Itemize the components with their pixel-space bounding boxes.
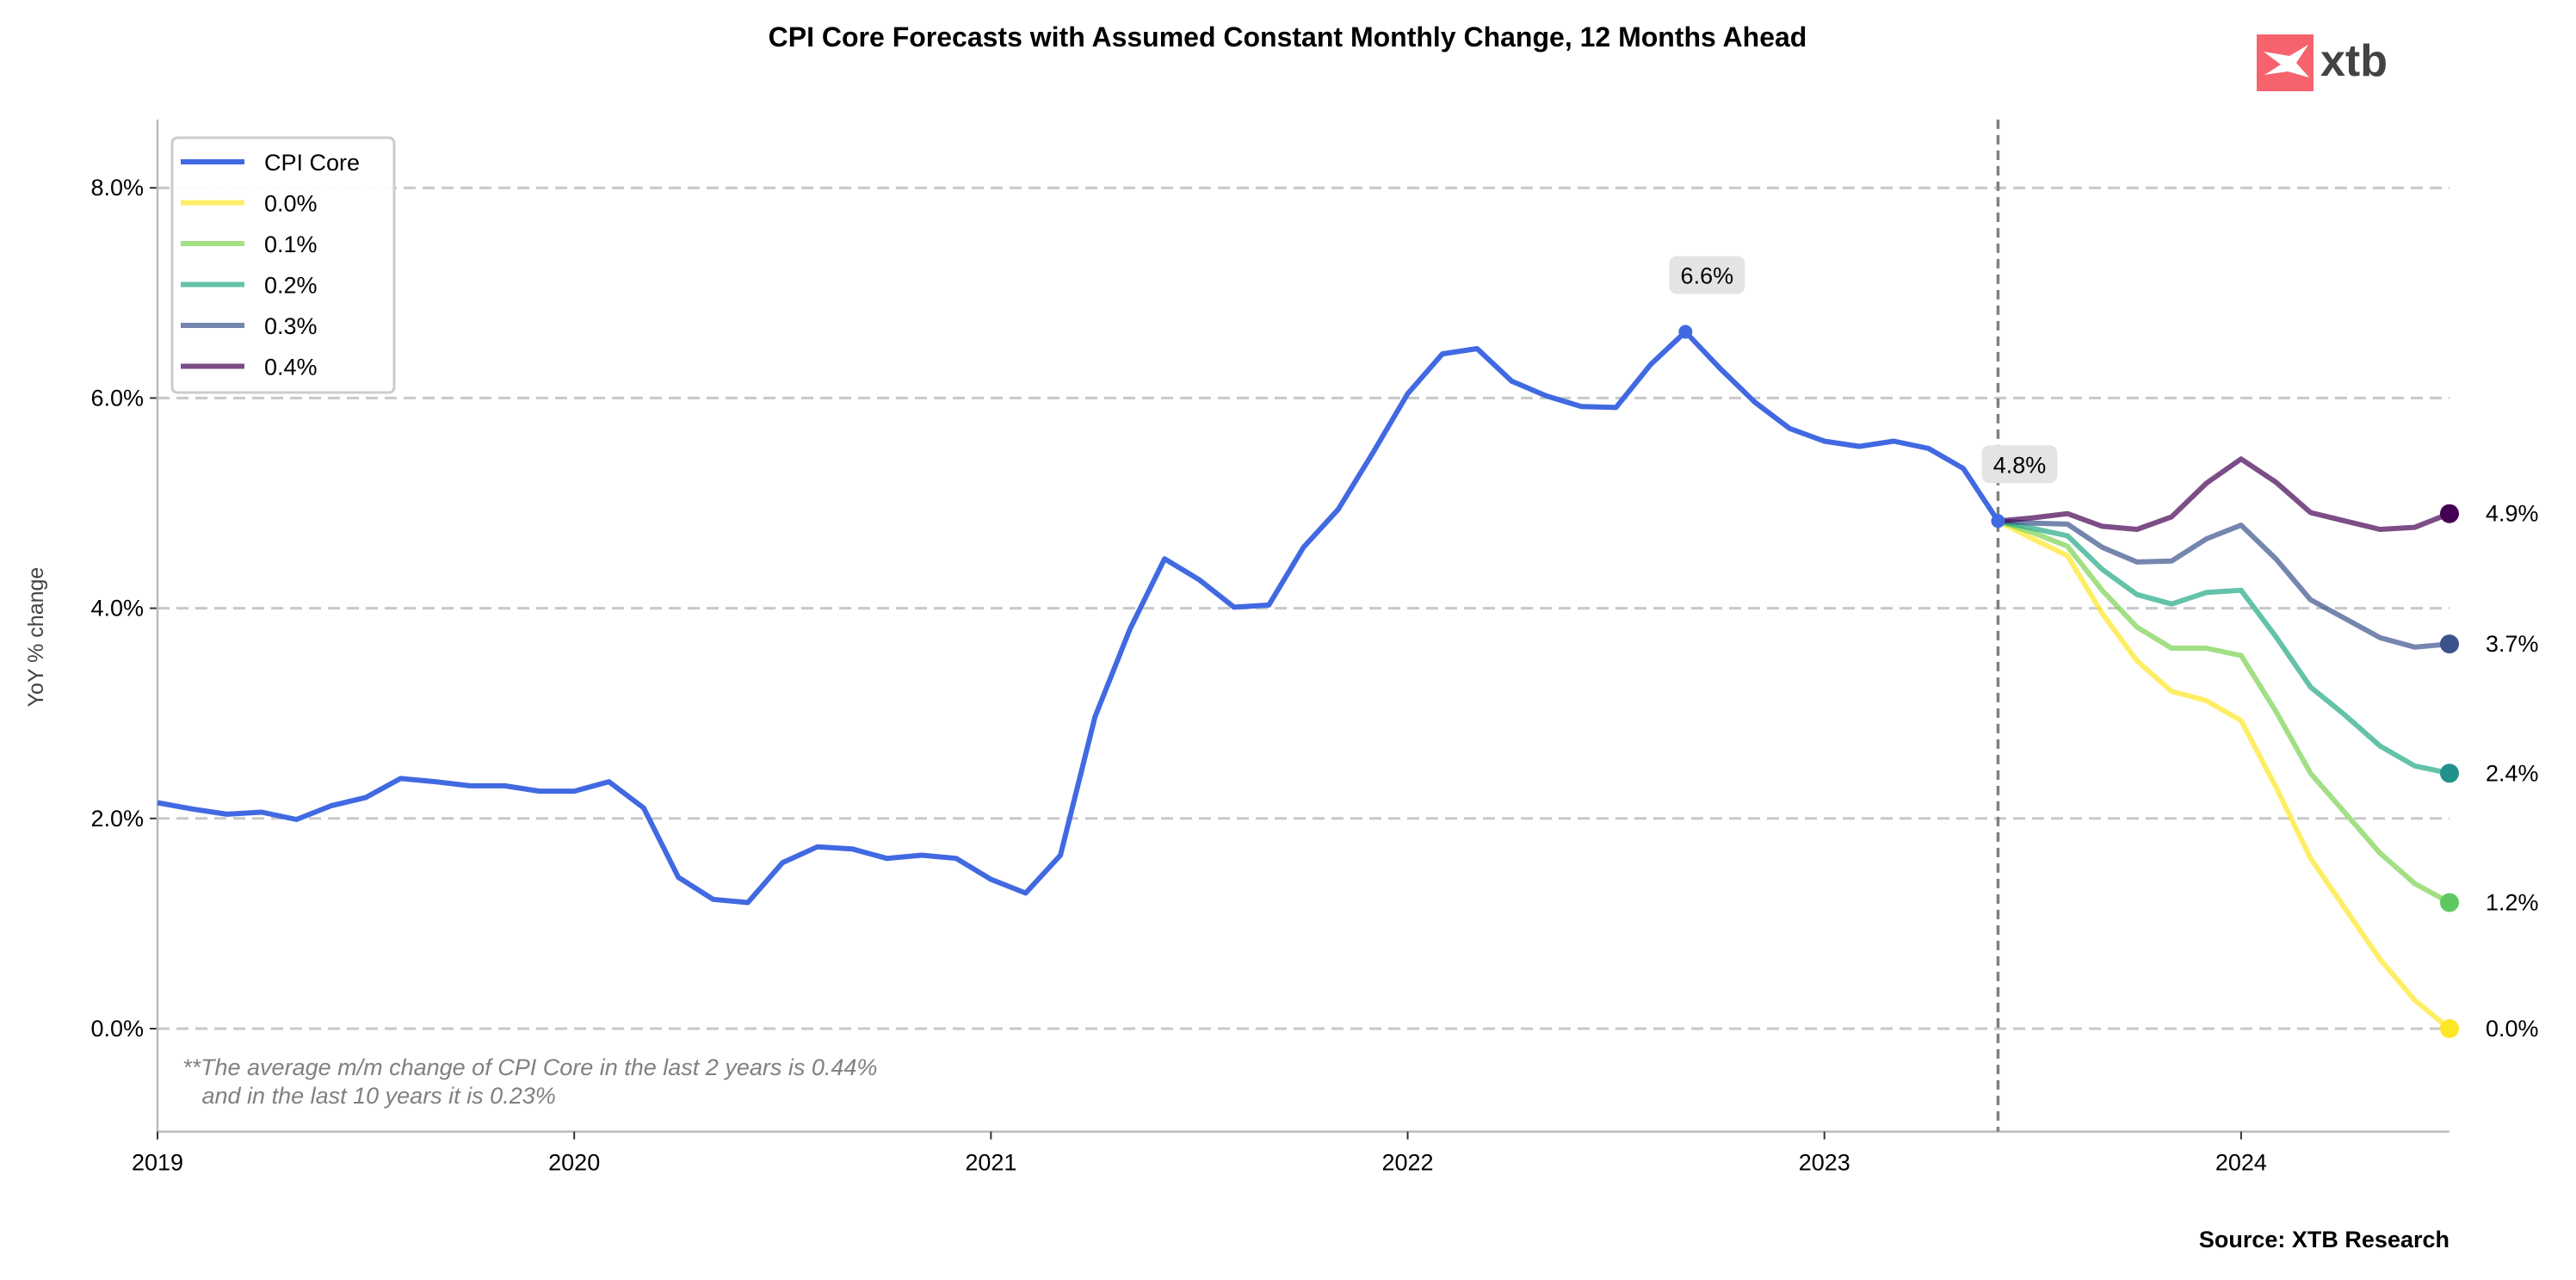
x-tick-label: 2021 bbox=[965, 1150, 1016, 1176]
series-end-marker bbox=[2440, 764, 2459, 783]
annotation-point bbox=[1991, 514, 2005, 529]
annotation-label: 4.8% bbox=[1993, 452, 2047, 478]
annotation-box bbox=[1981, 445, 2058, 484]
annotation-box bbox=[1669, 256, 1745, 294]
chart-title: CPI Core Forecasts with Assumed Constant… bbox=[769, 22, 1807, 53]
legend-label: 0.2% bbox=[264, 273, 318, 299]
series-line-0.1% bbox=[1997, 518, 2451, 906]
xtb-logo: xtb bbox=[2257, 34, 2388, 91]
logo-text: xtb bbox=[2320, 36, 2388, 86]
series-end-marker bbox=[2440, 634, 2459, 654]
legend-label: 0.1% bbox=[264, 232, 318, 257]
series-line-CPI Core bbox=[157, 329, 2001, 906]
end-value-label: 2.4% bbox=[2486, 760, 2539, 786]
y-axis-label: YoY % change bbox=[24, 567, 48, 708]
end-value-label: 3.7% bbox=[2486, 631, 2539, 657]
legend-label: 0.0% bbox=[264, 191, 318, 217]
x-tick-label: 2020 bbox=[548, 1150, 600, 1176]
x-tick-label: 2024 bbox=[2215, 1150, 2267, 1176]
end-value-label: 4.9% bbox=[2486, 501, 2539, 527]
series-end-marker bbox=[2440, 504, 2459, 523]
x-tick-label: 2019 bbox=[132, 1150, 183, 1176]
logo-x-glyph bbox=[2264, 45, 2309, 77]
legend-label: 0.4% bbox=[264, 355, 318, 380]
series-line-0.0% bbox=[1997, 518, 2451, 1031]
annotation-point bbox=[1678, 325, 1693, 339]
annotation-label: 6.6% bbox=[1681, 263, 1734, 288]
source-label: Source: XTB Research bbox=[2199, 1227, 2449, 1252]
legend-label: 0.3% bbox=[264, 313, 318, 339]
y-tick-label: 2.0% bbox=[90, 806, 144, 832]
series-line-0.2% bbox=[1997, 518, 2450, 776]
end-value-label: 0.0% bbox=[2486, 1016, 2539, 1042]
series-line-0.3% bbox=[1998, 518, 2450, 650]
series-end-marker bbox=[2440, 1019, 2459, 1038]
note-line-1: **The average m/m change of CPI Core in … bbox=[182, 1054, 877, 1080]
series-line-0.4% bbox=[1998, 456, 2451, 532]
y-tick-label: 6.0% bbox=[90, 385, 144, 411]
end-value-label: 1.2% bbox=[2486, 889, 2539, 915]
y-tick-label: 4.0% bbox=[90, 596, 144, 621]
x-tick-label: 2022 bbox=[1382, 1150, 1434, 1176]
note-line-2: and in the last 10 years it is 0.23% bbox=[182, 1083, 556, 1109]
legend-label: CPI Core bbox=[264, 150, 360, 176]
y-tick-label: 8.0% bbox=[90, 175, 144, 201]
x-tick-label: 2023 bbox=[1799, 1150, 1850, 1176]
series-end-marker bbox=[2440, 893, 2459, 912]
y-tick-label: 0.0% bbox=[90, 1016, 144, 1042]
